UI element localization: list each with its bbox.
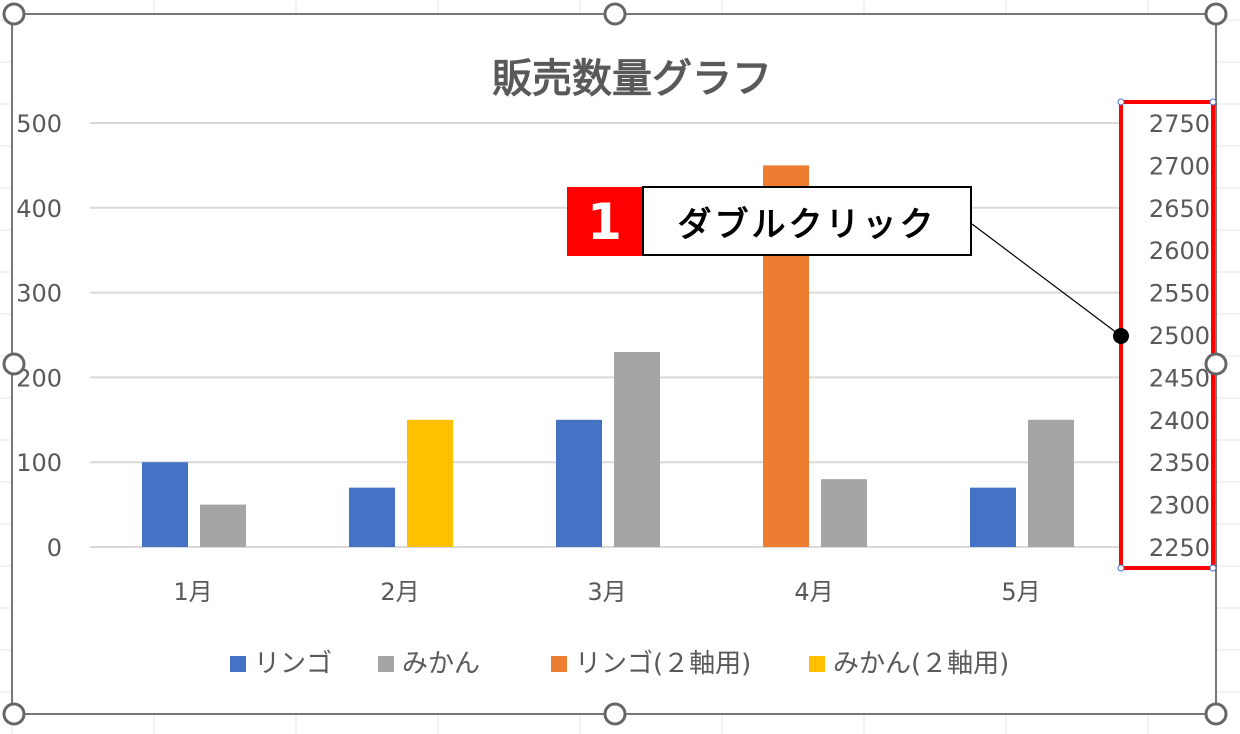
y-primary-tick-label: 100 xyxy=(16,449,62,477)
resize-handle[interactable] xyxy=(1204,2,1228,26)
y-secondary-tick-label: 2300 xyxy=(1149,492,1210,520)
bar-primary-0[interactable] xyxy=(142,462,188,547)
bar-primary-2[interactable] xyxy=(614,351,660,547)
legend-swatch xyxy=(230,656,246,672)
bar-primary-3[interactable] xyxy=(821,479,867,547)
resize-handle[interactable] xyxy=(2,352,26,376)
axis-selection-handle[interactable] xyxy=(1209,98,1217,106)
bar-primary-4[interactable] xyxy=(1028,419,1074,547)
y-primary-tick-label: 300 xyxy=(16,280,62,308)
x-tick-label: 1月 xyxy=(173,578,212,606)
y-secondary-tick-label: 2700 xyxy=(1149,152,1210,180)
bar-primary-4[interactable] xyxy=(970,487,1016,547)
bar-primary-1[interactable] xyxy=(349,487,395,547)
legend-label: みかん xyxy=(402,649,480,679)
bar-primary-2[interactable] xyxy=(556,419,602,547)
callout-leader-line xyxy=(971,223,1122,337)
legend-swatch xyxy=(809,656,825,672)
legend-swatch xyxy=(551,656,567,672)
y-secondary-tick-label: 2450 xyxy=(1149,364,1210,392)
y-secondary-tick-label: 2650 xyxy=(1149,195,1210,223)
legend-label: みかん(２軸用) xyxy=(833,649,1009,679)
resize-handle[interactable] xyxy=(1204,352,1228,376)
y-secondary-tick-label: 2550 xyxy=(1149,280,1210,308)
y-primary-tick-label: 0 xyxy=(47,534,62,562)
x-tick-label: 3月 xyxy=(587,578,626,606)
legend-swatch xyxy=(378,656,394,672)
x-tick-label: 4月 xyxy=(794,578,833,606)
y-secondary-tick-label: 2500 xyxy=(1149,322,1210,350)
y-secondary-tick-label: 2250 xyxy=(1149,534,1210,562)
callout-double-click: ダブルクリック xyxy=(642,186,972,256)
step-number-badge: 1 xyxy=(567,187,642,256)
x-tick-label: 5月 xyxy=(1001,578,1040,606)
y-primary-tick-label: 400 xyxy=(16,195,62,223)
y-secondary-tick-label: 2750 xyxy=(1149,110,1210,138)
resize-handle[interactable] xyxy=(603,702,627,726)
x-tick-label: 2月 xyxy=(380,578,419,606)
axis-selection-handle[interactable] xyxy=(1209,564,1217,572)
resize-handle[interactable] xyxy=(2,2,26,26)
bar-primary-0[interactable] xyxy=(200,504,246,547)
y-secondary-tick-label: 2350 xyxy=(1149,449,1210,477)
chart-title: 販売数量グラフ xyxy=(492,56,772,102)
axis-selection-handle[interactable] xyxy=(1117,564,1125,572)
callout-dot xyxy=(1113,328,1129,344)
legend-label: リンゴ xyxy=(254,649,332,679)
y-primary-tick-label: 500 xyxy=(16,110,62,138)
y-secondary-tick-label: 2600 xyxy=(1149,237,1210,265)
y-secondary-tick-label: 2400 xyxy=(1149,407,1210,435)
legend-label: リンゴ(２軸用) xyxy=(575,649,751,679)
resize-handle[interactable] xyxy=(603,2,627,26)
resize-handle[interactable] xyxy=(1204,702,1228,726)
axis-selection-handle[interactable] xyxy=(1117,98,1125,106)
bar-secondary-1[interactable] xyxy=(407,419,453,547)
resize-handle[interactable] xyxy=(2,702,26,726)
